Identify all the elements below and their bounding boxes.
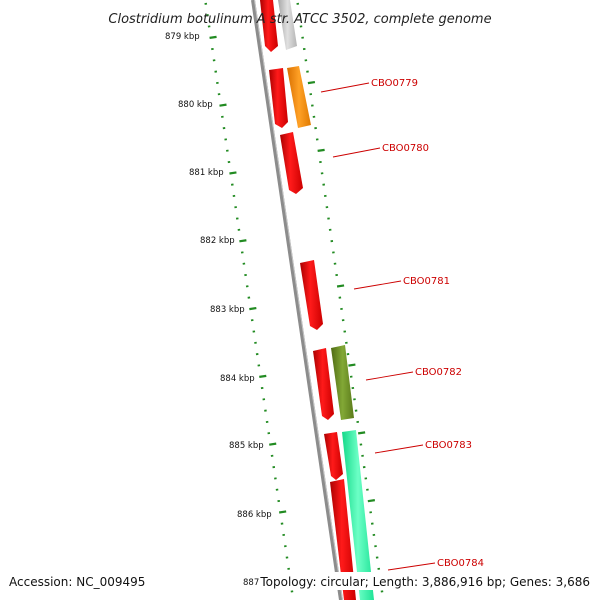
gene-arrow-red bbox=[269, 68, 288, 128]
map-title: Clostridium botulinum A str. ATCC 3502, … bbox=[108, 12, 491, 27]
gene-arrow-orange bbox=[287, 66, 311, 128]
callout-line-cbo0781 bbox=[353, 280, 402, 290]
gc-major-tick bbox=[229, 171, 237, 175]
kbp-label: 882 kbp bbox=[200, 236, 235, 246]
genome-summary-text: Topology: circular; Length: 3,886,916 bp… bbox=[259, 575, 590, 589]
kbp-label: 883 kbp bbox=[210, 305, 245, 315]
footer-summary-background bbox=[259, 572, 594, 590]
gc-inner-dotted-track bbox=[204, 2, 294, 593]
callout-line-cbo0779 bbox=[320, 82, 370, 93]
kbp-label: 879 kbp bbox=[165, 32, 200, 42]
gene-arrow-red bbox=[260, 0, 278, 52]
map-footer: Accession: NC_009495 Topology: circular;… bbox=[9, 572, 594, 590]
backbone-highlight bbox=[254, 0, 343, 600]
gc-major-tick bbox=[317, 148, 325, 152]
gc-major-tick bbox=[307, 80, 316, 85]
gc-major-tick bbox=[348, 363, 356, 367]
gc-major-tick bbox=[269, 442, 277, 446]
gene-label: CBO0783 bbox=[425, 440, 472, 451]
gene-arrow-gray bbox=[278, 0, 297, 50]
gc-major-tick bbox=[209, 35, 217, 39]
gene-arrow-aquamarine bbox=[342, 430, 374, 600]
gc-major-tick bbox=[259, 374, 267, 378]
gc-outer-dotted-track bbox=[296, 2, 384, 593]
callout-line-cbo0784 bbox=[387, 562, 436, 571]
kbp-label: 886 kbp bbox=[237, 510, 272, 520]
gc-major-tick bbox=[336, 284, 345, 288]
gc-major-tick bbox=[367, 499, 376, 503]
gene-label: CBO0780 bbox=[382, 143, 429, 154]
gene-labels: CBO0779 CBO0780 CBO0781 CBO0782 CBO0783 … bbox=[371, 78, 484, 569]
callout-line-cbo0782 bbox=[365, 371, 414, 381]
kbp-label: 881 kbp bbox=[189, 168, 224, 178]
kbp-scale-labels: 879 kbp 880 kbp 881 kbp 882 kbp 883 kbp … bbox=[165, 32, 278, 588]
kbp-label: 880 kbp bbox=[178, 100, 213, 110]
accession-text: Accession: NC_009495 bbox=[9, 575, 145, 589]
gene-arrow-red bbox=[313, 348, 334, 420]
kbp-label: 885 kbp bbox=[229, 441, 264, 451]
gene-arrow-red bbox=[280, 132, 303, 194]
gc-major-tick bbox=[249, 306, 257, 311]
genome-backbone bbox=[251, 0, 343, 600]
gene-label: CBO0779 bbox=[371, 78, 418, 89]
gc-major-tick bbox=[357, 431, 366, 435]
gene-arrow-red bbox=[330, 479, 356, 600]
gene-arrow-red bbox=[300, 260, 323, 330]
kbp-label: 884 kbp bbox=[220, 374, 255, 384]
gc-major-tick bbox=[279, 510, 287, 514]
callout-line-cbo0780 bbox=[332, 147, 381, 158]
gene-label: CBO0784 bbox=[437, 558, 484, 569]
gene-arrow-red bbox=[324, 432, 343, 480]
gene-label: CBO0781 bbox=[403, 276, 450, 287]
gc-major-tick bbox=[239, 239, 247, 243]
callout-line-cbo0783 bbox=[374, 444, 424, 454]
gene-arrow-olive bbox=[331, 345, 354, 420]
backbone-line bbox=[251, 0, 343, 600]
gene-features bbox=[260, 0, 374, 600]
gc-major-tick bbox=[219, 103, 227, 107]
gene-label-lines bbox=[320, 82, 436, 571]
gene-label: CBO0782 bbox=[415, 367, 462, 378]
